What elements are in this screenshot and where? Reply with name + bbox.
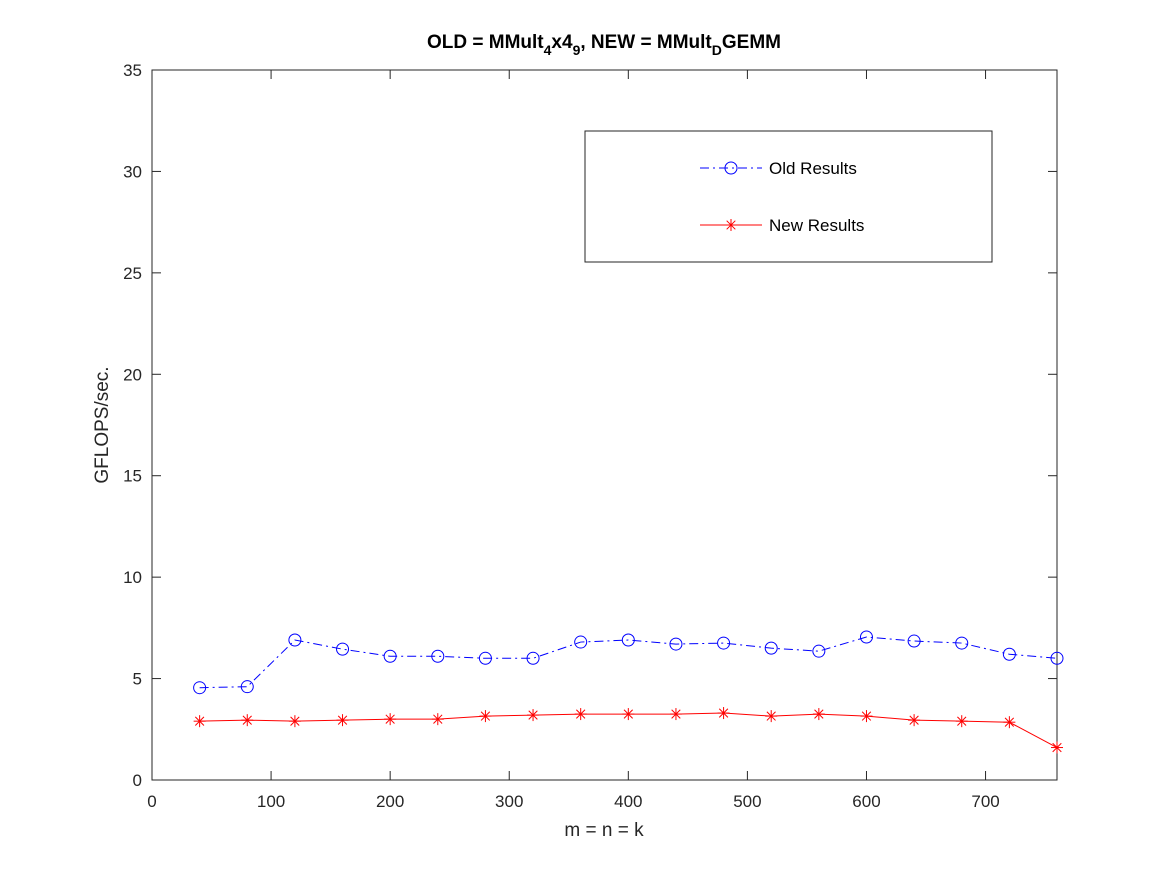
series-layer xyxy=(193,630,1064,754)
y-tick-label: 10 xyxy=(123,568,142,587)
data-point-new-results xyxy=(1051,741,1063,754)
data-point-old-results xyxy=(717,636,731,650)
y-tick-label: 20 xyxy=(123,365,142,384)
legend-marker-old-results xyxy=(724,161,738,175)
x-tick-label: 600 xyxy=(852,792,880,811)
data-point-new-results xyxy=(955,715,968,728)
data-point-old-results xyxy=(907,634,921,648)
x-tick-label: 0 xyxy=(147,792,156,811)
y-axis-label: GFLOPS/sec. xyxy=(92,366,113,483)
data-point-new-results xyxy=(479,710,492,723)
y-tick-label: 30 xyxy=(123,162,142,181)
x-tick-label: 200 xyxy=(376,792,404,811)
data-point-new-results xyxy=(241,714,254,727)
data-point-old-results xyxy=(431,649,445,663)
data-point-old-results xyxy=(288,633,302,647)
data-point-old-results xyxy=(1002,647,1016,661)
data-point-old-results xyxy=(383,649,397,663)
legend-marker-new-results xyxy=(725,219,737,231)
legend-box xyxy=(584,130,993,263)
y-tick-label: 0 xyxy=(133,771,142,790)
data-point-new-results xyxy=(336,714,349,727)
series-line-old-results xyxy=(199,636,1058,689)
legend-marker-glyph-old-results xyxy=(724,161,738,175)
plot-frame xyxy=(151,69,1058,781)
data-point-new-results xyxy=(574,708,587,721)
x-tick-label: 300 xyxy=(495,792,523,811)
data-point-old-results xyxy=(336,642,350,656)
y-tick-label: 5 xyxy=(133,670,142,689)
series-old-results xyxy=(193,630,1064,695)
legend-entry-new-results: New Results xyxy=(700,216,864,235)
data-point-new-results xyxy=(669,708,682,721)
data-point-new-results xyxy=(527,709,540,722)
data-point-new-results xyxy=(717,707,730,720)
y-tick-label: 15 xyxy=(123,467,142,486)
data-point-new-results xyxy=(193,715,206,728)
x-tick-label: 500 xyxy=(733,792,761,811)
chart-title: OLD = MMult4x49, NEW = MMultDGEMM xyxy=(427,32,781,58)
legend-label-new-results: New Results xyxy=(769,216,864,235)
data-point-old-results xyxy=(955,636,969,650)
data-point-new-results xyxy=(288,715,301,728)
x-tick-label: 700 xyxy=(971,792,999,811)
data-point-old-results xyxy=(478,651,492,665)
data-point-old-results xyxy=(193,681,207,695)
legend-marker-glyph-new-results xyxy=(725,219,737,231)
data-point-new-results xyxy=(384,713,397,726)
legend: Old Results New Results xyxy=(584,130,993,263)
data-point-old-results xyxy=(669,637,683,651)
data-point-old-results xyxy=(764,641,778,655)
data-point-new-results xyxy=(622,708,635,721)
legend-label-old-results: Old Results xyxy=(769,159,857,178)
data-point-new-results xyxy=(812,708,825,721)
legend-entry-old-results: Old Results xyxy=(700,159,857,178)
data-point-old-results xyxy=(1050,651,1064,665)
series-new-results xyxy=(193,707,1063,754)
data-point-old-results xyxy=(812,644,826,658)
x-tick-label: 400 xyxy=(614,792,642,811)
data-point-new-results xyxy=(1003,716,1016,729)
data-point-old-results xyxy=(574,635,588,649)
data-point-old-results xyxy=(859,630,873,644)
data-point-new-results xyxy=(765,710,778,723)
data-point-new-results xyxy=(860,710,873,723)
data-point-old-results xyxy=(526,651,540,665)
data-point-old-results xyxy=(621,633,635,647)
data-point-old-results xyxy=(240,680,254,694)
data-point-new-results xyxy=(908,714,921,727)
axis-ticks: 0 100 200 300 400 500 600 700 0 5 10 15 20 25 30 35 xyxy=(123,61,1057,811)
x-tick-label: 100 xyxy=(257,792,285,811)
y-tick-label: 25 xyxy=(123,264,142,283)
x-axis-label: m = n = k xyxy=(564,820,644,841)
plot-area xyxy=(151,69,1058,781)
data-point-new-results xyxy=(431,713,444,726)
y-tick-label: 35 xyxy=(123,61,142,80)
